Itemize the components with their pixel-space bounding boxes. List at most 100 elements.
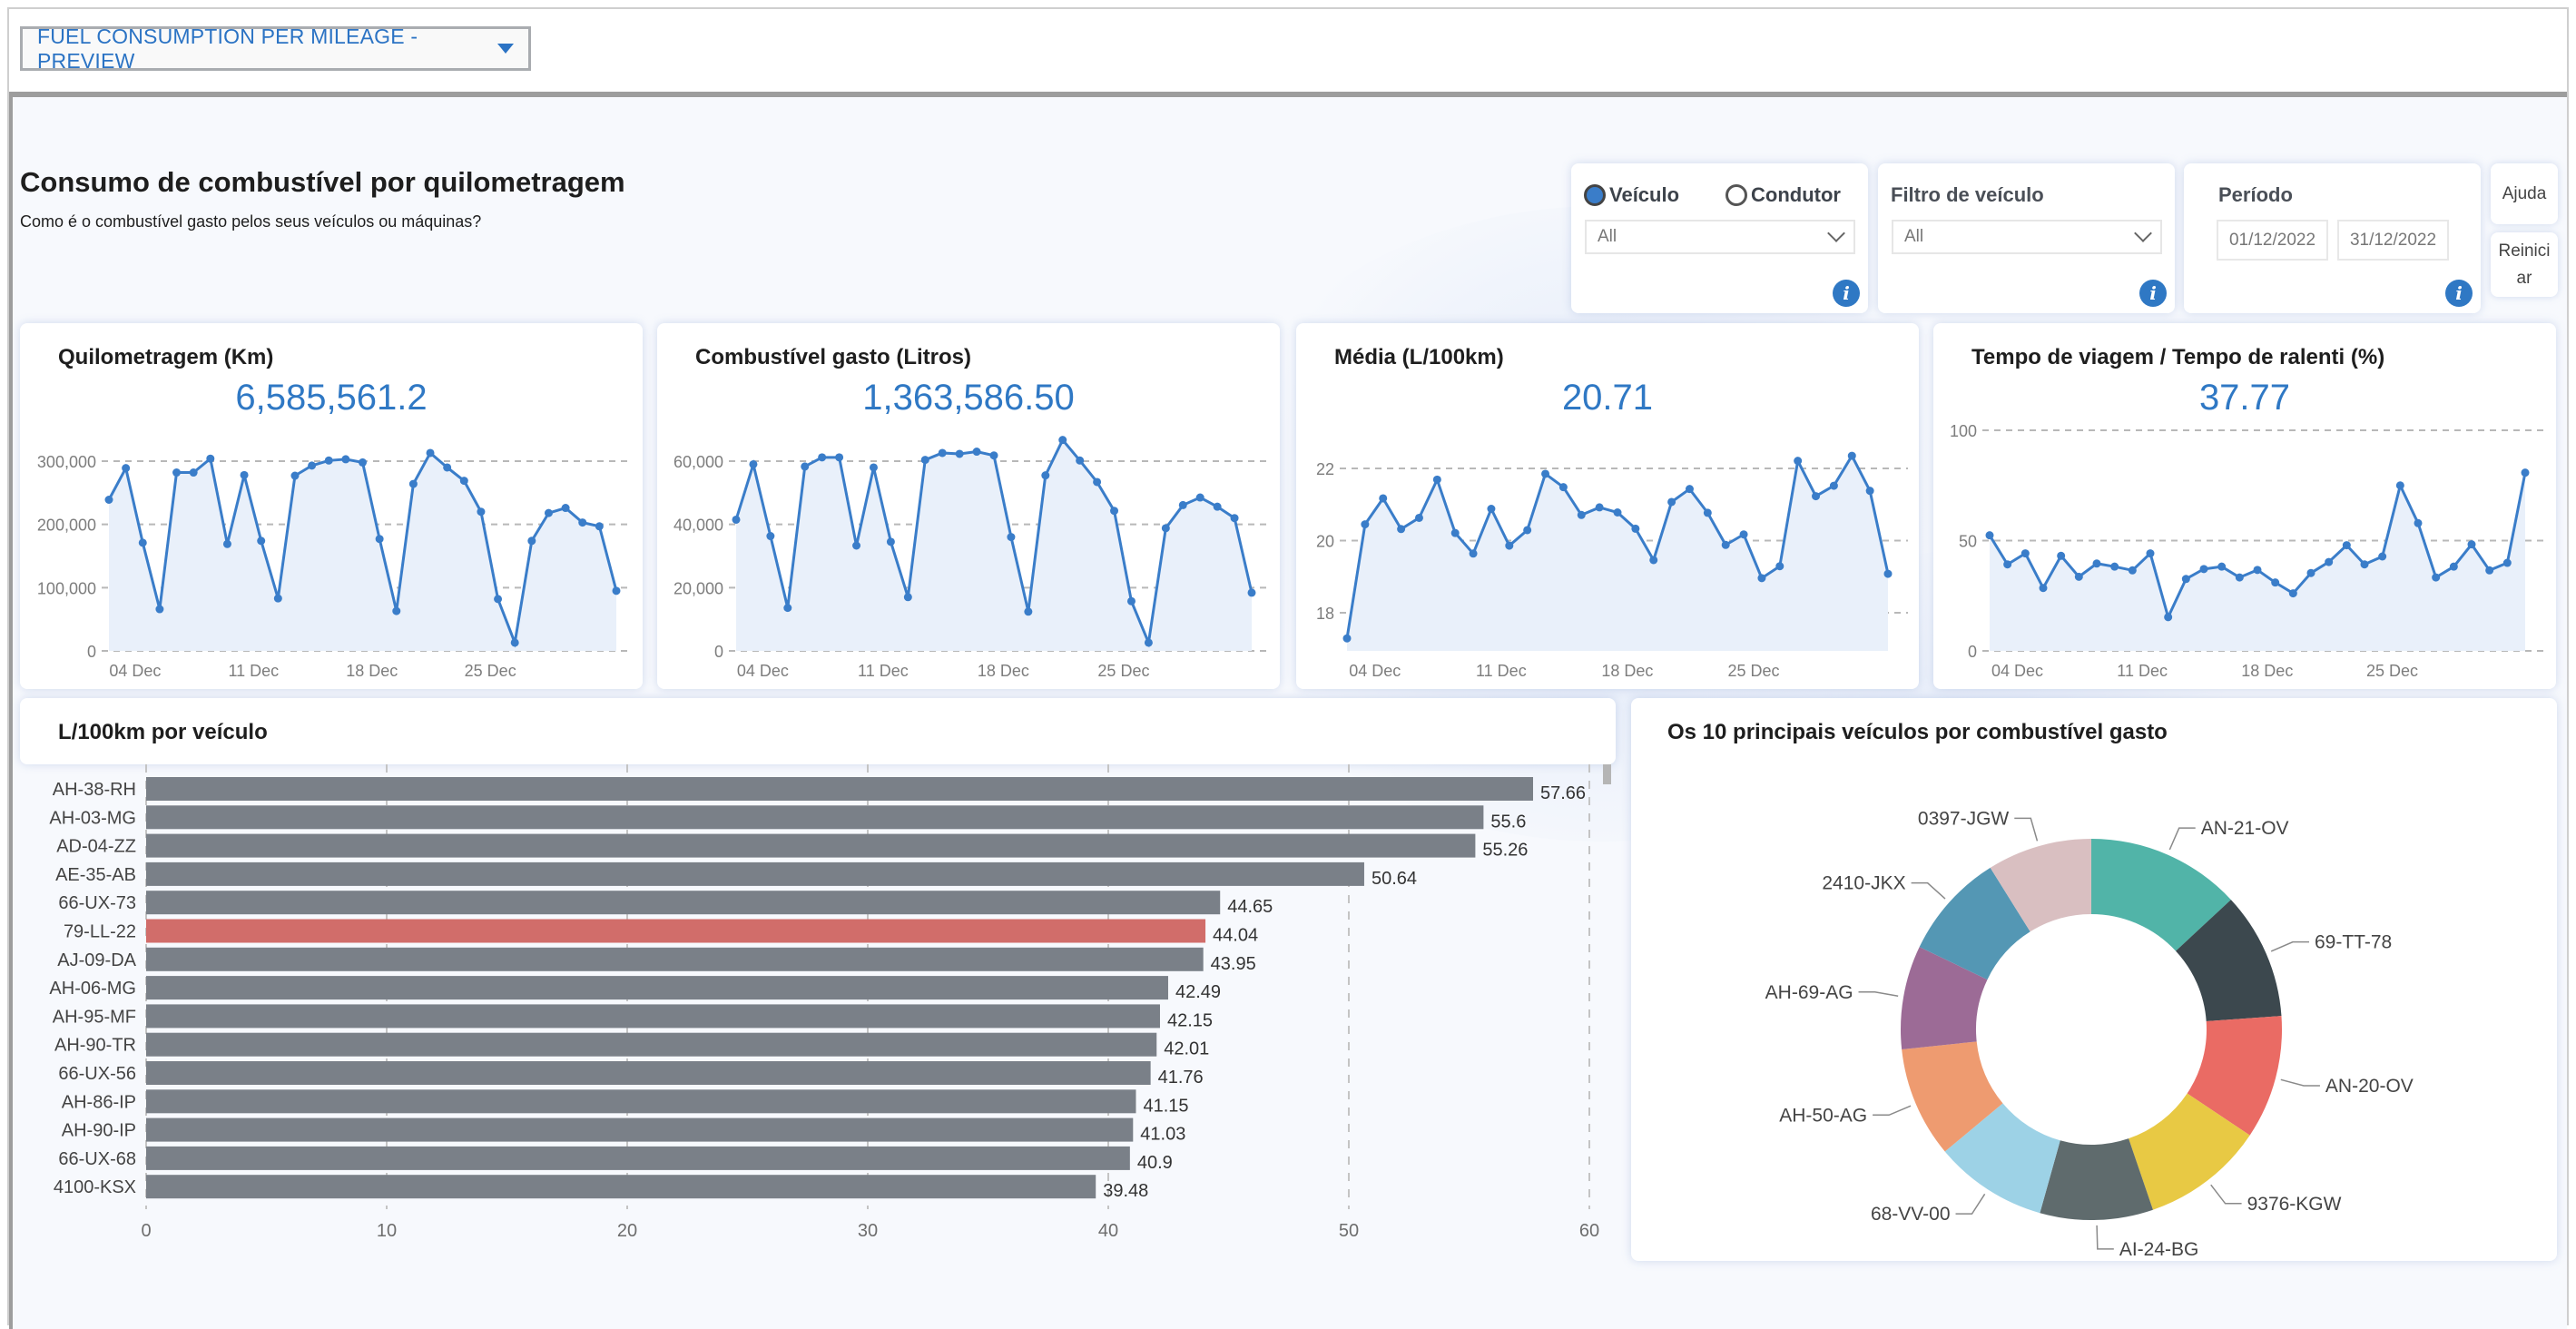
leader-line — [2210, 1184, 2242, 1205]
data-point — [1076, 456, 1085, 465]
data-point — [408, 479, 418, 488]
y-tick-label: 20 — [1316, 533, 1334, 551]
x-tick-label: 20 — [617, 1221, 637, 1241]
average-line-chart: 18 20 22 04 Dec 11 Dec 18 Dec 25 Dec — [1316, 451, 1908, 680]
period-start-input[interactable]: 01/12/2022 — [2217, 220, 2328, 261]
value-label: 41.76 — [1158, 1068, 1204, 1088]
bar — [146, 947, 1204, 971]
data-point — [1414, 513, 1423, 522]
period-end-input[interactable]: 31/12/2022 — [2337, 220, 2449, 261]
data-point — [1024, 607, 1033, 616]
help-button[interactable]: Ajuda — [2491, 163, 2558, 224]
data-point — [494, 595, 503, 604]
data-point — [1505, 541, 1514, 550]
y-tick-label: 40,000 — [673, 517, 723, 535]
radio-condutor-label: Condutor — [1751, 183, 1841, 206]
y-tick-label: 100 — [1950, 422, 1977, 440]
reset-button[interactable]: Reiniciar — [2491, 232, 2558, 297]
series-area — [109, 452, 616, 651]
data-point — [1794, 457, 1803, 466]
data-point — [257, 537, 266, 546]
data-point — [972, 448, 981, 457]
y-tick-label: 200,000 — [37, 517, 96, 535]
data-point — [1093, 477, 1102, 487]
data-point — [2003, 560, 2012, 569]
vehicle-filter-label: Filtro de veículo — [1891, 183, 2044, 206]
data-point — [189, 468, 198, 477]
slice-label: 2410-JKX — [1822, 873, 1905, 894]
report-selector-dropdown[interactable]: FUEL CONSUMPTION PER MILEAGE - PREVIEW — [20, 25, 531, 73]
data-point — [2414, 518, 2423, 527]
data-point — [1230, 514, 1239, 523]
value-label: 57.66 — [1540, 783, 1586, 803]
data-point — [1487, 505, 1496, 514]
slice-label: 69-TT-78 — [2315, 932, 2392, 953]
data-point — [104, 495, 113, 504]
kpi-card-fuel: Combustível gasto (Litros) 1,363,586.50 … — [657, 323, 1280, 689]
mode-select[interactable]: All — [1585, 220, 1855, 254]
kpi-value: 20.71 — [1561, 378, 1654, 418]
data-point — [869, 463, 878, 472]
data-point — [1865, 487, 1874, 496]
bar — [146, 805, 1484, 830]
data-point — [2342, 541, 2351, 550]
data-point — [783, 604, 792, 613]
kpi-title: Quilometragem (Km) — [58, 345, 274, 369]
x-tick-label: 04 Dec — [1349, 662, 1401, 680]
x-tick-label: 25 Dec — [1097, 662, 1149, 680]
x-tick-label: 18 Dec — [978, 662, 1029, 680]
data-point — [544, 508, 553, 517]
radio-veiculo[interactable]: Veículo — [1584, 183, 1679, 207]
value-label: 41.15 — [1143, 1096, 1188, 1116]
top-vehicles-donut-card: Os 10 principais veículos por combustíve… — [1631, 698, 2557, 1261]
idle-ratio-line-chart: 0 50 100 04 Dec 11 Dec 18 Dec 25 Dec — [1950, 422, 2545, 680]
y-tick-label: 100,000 — [37, 579, 96, 597]
bar-chart-scrollbar[interactable] — [1603, 764, 1611, 784]
bar — [146, 1061, 1151, 1085]
slice-label: AN-20-OV — [2325, 1076, 2414, 1097]
data-point — [1144, 638, 1153, 647]
x-tick-label: 04 Dec — [737, 662, 789, 680]
category-label: AJ-09-DA — [57, 950, 136, 970]
bar — [146, 891, 1221, 915]
category-label: 4100-KSX — [54, 1177, 136, 1197]
period-label: Período — [2218, 183, 2293, 206]
vehicle-consumption-bar-chart: 0 10 20 30 40 50 60 AH-38-RH 57.66 AH-03-MG 55.6 AD… — [49, 764, 1599, 1241]
data-point — [290, 471, 300, 480]
data-point — [392, 606, 401, 615]
bar — [146, 1175, 1096, 1199]
data-point — [2467, 540, 2476, 549]
fuel-line-chart: 0 20,000 40,000 60,000 04 Dec 11 Dec 18 Dec 25 … — [673, 436, 1269, 680]
leader-line — [1873, 1105, 1912, 1117]
x-tick-label: 11 Dec — [1476, 662, 1527, 680]
info-icon[interactable]: i — [1833, 280, 1860, 307]
series-area — [736, 439, 1252, 651]
info-icon[interactable]: i — [2445, 280, 2473, 307]
data-point — [1213, 502, 1222, 511]
vehicle-filter-card: Filtro de veículo All i — [1878, 163, 2175, 313]
kpi-card-idle-ratio: Tempo de viagem / Tempo de ralenti (%) 3… — [1933, 323, 2556, 689]
y-tick-label: 60,000 — [673, 453, 723, 471]
info-icon[interactable]: i — [2139, 280, 2167, 307]
data-point — [766, 532, 775, 541]
y-tick-label: 22 — [1316, 460, 1334, 478]
data-point — [2271, 578, 2280, 587]
slice-label: 68-VV-00 — [1871, 1204, 1951, 1225]
data-point — [2253, 566, 2262, 575]
data-point — [1649, 556, 1658, 565]
kpi-title: Tempo de viagem / Tempo de ralenti (%) — [1971, 345, 2385, 369]
data-point — [1775, 562, 1785, 571]
vehicle-filter-select[interactable]: All — [1892, 220, 2162, 254]
donut-title: Os 10 principais veículos por combustíve… — [1667, 720, 2168, 744]
data-point — [2521, 468, 2530, 477]
data-point — [1126, 596, 1136, 605]
data-point — [2110, 562, 2119, 571]
x-tick-label: 50 — [1339, 1221, 1359, 1241]
y-tick-label: 0 — [87, 643, 96, 661]
data-point — [527, 537, 536, 546]
data-point — [308, 461, 317, 470]
radio-condutor[interactable]: Condutor — [1726, 183, 1841, 207]
data-point — [989, 451, 998, 460]
value-label: 41.03 — [1140, 1125, 1185, 1145]
data-point — [886, 537, 895, 546]
